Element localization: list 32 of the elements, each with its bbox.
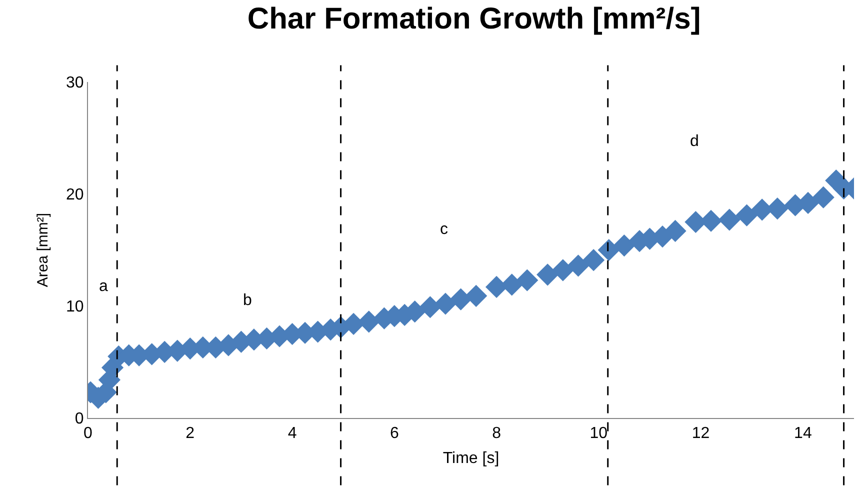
point <box>419 296 442 318</box>
point <box>812 186 834 208</box>
y-tick-label: 0 <box>74 410 84 428</box>
point <box>434 292 457 315</box>
x-tick-label: 14 <box>794 425 812 442</box>
y-tick-label: 30 <box>66 74 84 92</box>
x-tick-label: 2 <box>186 425 195 442</box>
x-tick-label: 4 <box>288 425 297 442</box>
x-tick-label: 12 <box>692 425 710 442</box>
point <box>567 254 590 277</box>
x-tick-label: 8 <box>492 425 502 442</box>
point <box>718 208 740 231</box>
y-axis-title: Area [mm²] <box>34 212 52 288</box>
point <box>736 204 758 226</box>
point <box>582 249 605 272</box>
point <box>552 259 574 282</box>
annotation: a <box>99 278 108 295</box>
y-tick-label: 10 <box>66 298 84 316</box>
point <box>450 288 472 310</box>
annotation: b <box>243 292 252 309</box>
point <box>465 284 488 307</box>
x-tick-label: 6 <box>390 425 399 442</box>
point <box>664 220 686 242</box>
y-tick-label: 20 <box>66 186 84 204</box>
annotation: c <box>440 221 448 238</box>
x-axis-title: Time [s] <box>442 450 500 467</box>
point <box>613 234 636 257</box>
annotation: d <box>690 133 699 150</box>
chart-title: Char Formation Growth [mm²/s] <box>247 2 701 36</box>
point <box>536 264 559 286</box>
x-tick-label: 10 <box>590 425 608 442</box>
point <box>516 269 538 292</box>
